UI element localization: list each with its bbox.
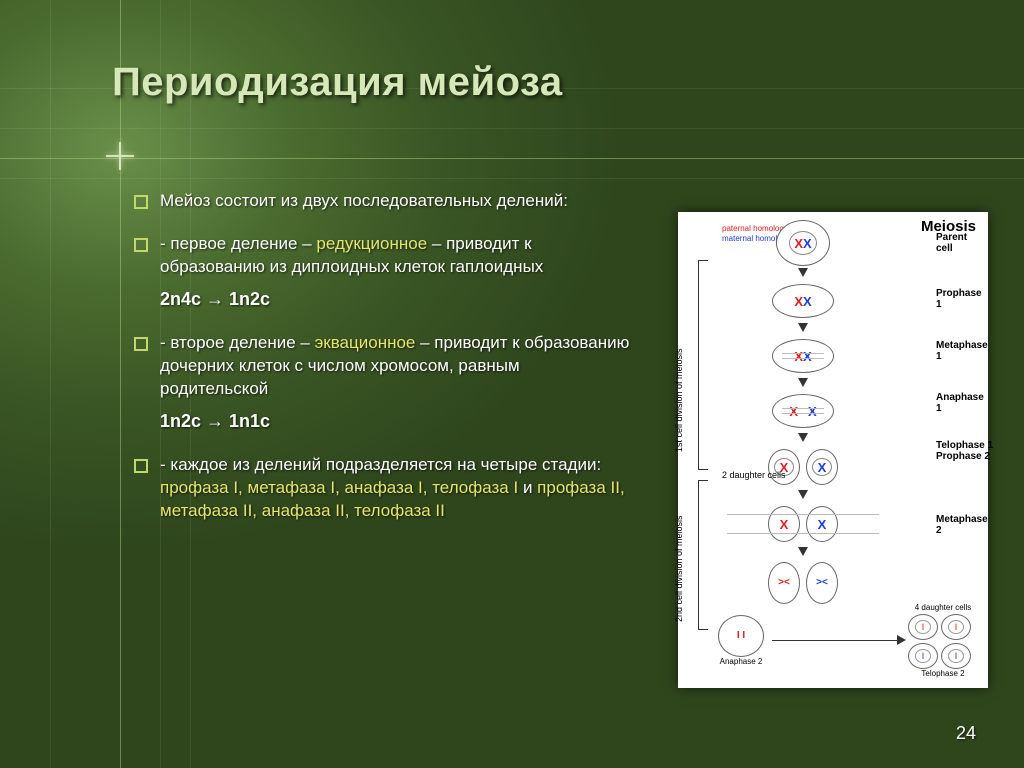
bg-grid-line — [0, 128, 1024, 129]
cell-metaphase1: XX — [718, 334, 888, 378]
arrow-down-icon — [798, 323, 808, 332]
stage-label: Telophase 2 — [908, 669, 978, 678]
bg-grid-line-main — [120, 0, 121, 768]
slide-body: Мейоз состоит из двух последовательных д… — [130, 190, 630, 542]
slide-title: Периодизация мейоза — [112, 60, 563, 105]
bullet-text: - каждое из делений подразделяется на че… — [160, 455, 601, 474]
stage-label: Metaphase 1 — [936, 340, 988, 362]
meiosis-diagram: Meiosis paternal homologue maternal homo… — [678, 212, 988, 688]
bullet-text: Мейоз состоит из двух последовательных д… — [160, 191, 568, 210]
formula: 2n4с → 1n2c — [130, 289, 630, 310]
stage-label: Anaphase 2 — [718, 657, 764, 666]
arrow-down-icon — [798, 433, 808, 442]
diagram-bottom-row: I I Anaphase 2 4 daughter cells I I I I … — [718, 603, 978, 678]
stage-label: Parent cell — [936, 232, 967, 254]
bracket-division-2 — [698, 480, 708, 630]
arrow-down-icon — [798, 268, 808, 277]
bullet-item: Мейоз состоит из двух последовательных д… — [130, 190, 630, 213]
stage-label: Prophase 1 — [936, 288, 982, 310]
bullet-text: - второе деление – — [160, 333, 315, 352]
bullet-accent: редукционное — [316, 234, 427, 253]
cell-anaphase1: XX — [718, 389, 888, 433]
cell-metaphase2: X X — [718, 501, 888, 547]
stage-label: Metaphase 2 — [936, 514, 988, 536]
bg-grid-line — [0, 178, 1024, 179]
arrow-right-icon — [897, 635, 906, 645]
cell-telophase1: X X — [718, 444, 888, 490]
bullet-accent: эквационное — [315, 333, 416, 352]
diagram-column: XX Parent cell XX Prophase 1 XX Metaphas… — [718, 218, 888, 608]
bullet-item: - второе деление – эквационное – приводи… — [130, 332, 630, 401]
bullet-text: - первое деление – — [160, 234, 316, 253]
bullet-item: - первое деление – редукционное – привод… — [130, 233, 630, 279]
stage-label: Telophase 1 Prophase 2 — [936, 440, 993, 462]
arrow-down-icon — [798, 547, 808, 556]
bullet-accent: профаза I, метафаза I, анафаза I, телофа… — [160, 478, 518, 497]
crosshair-icon — [106, 142, 134, 170]
bg-grid-line-main — [0, 158, 1024, 159]
arrow-down-icon — [798, 378, 808, 387]
bullet-text: и — [518, 478, 537, 497]
two-daughter-label: 2 daughter cells — [722, 470, 786, 480]
cell-prophase1: XX — [718, 279, 888, 323]
bullet-item: - каждое из делений подразделяется на че… — [130, 454, 630, 523]
four-daughter-label: 4 daughter cells — [908, 603, 978, 612]
cell-anaphase2: >< >< — [718, 558, 888, 608]
page-number: 24 — [956, 723, 976, 744]
side-label-1: 1st cell division of meiosis — [674, 434, 684, 452]
bg-grid-line — [50, 0, 51, 768]
formula: 1n2c → 1n1c — [130, 411, 630, 432]
bracket-division-1 — [698, 260, 708, 470]
stage-label: Anaphase 1 — [936, 392, 984, 414]
cell-parent: XX — [718, 218, 888, 268]
side-label-2: 2nd cell division of meiosis — [674, 604, 684, 622]
arrow-down-icon — [798, 490, 808, 499]
